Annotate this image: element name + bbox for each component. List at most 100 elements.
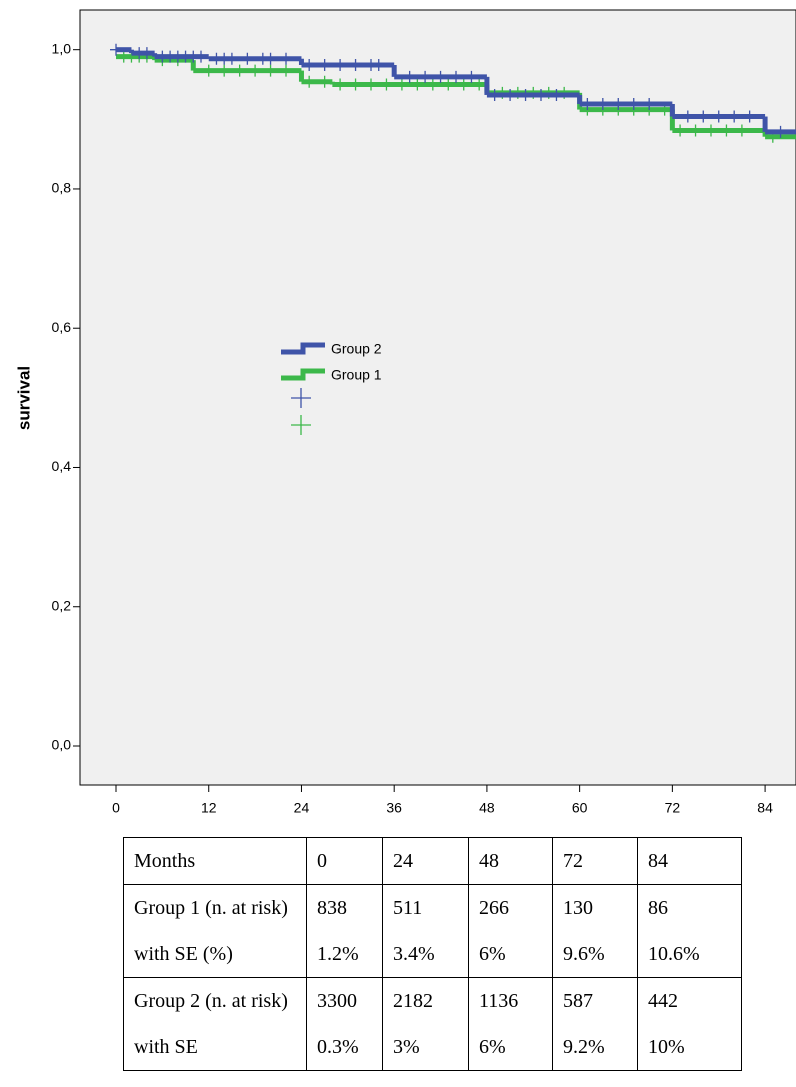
censor-mark: [705, 124, 718, 137]
x-tick-label: 72: [665, 800, 681, 816]
censor-mark: [488, 88, 501, 101]
censor-mark: [349, 59, 362, 72]
censor-mark: [349, 78, 362, 91]
x-tick-label: 36: [386, 800, 402, 816]
table-cell: 72: [552, 837, 638, 885]
censor-mark: [689, 124, 702, 137]
censor-mark: [450, 70, 463, 83]
censor-mark: [303, 59, 316, 72]
table-cell: 84: [637, 837, 742, 885]
censor-mark: [550, 88, 563, 101]
censor-mark: [720, 124, 733, 137]
censor-mark: [218, 64, 231, 77]
table-cell: 442: [637, 977, 742, 1024]
censor-mark: [195, 50, 208, 63]
censor-mark: [318, 59, 331, 72]
table-cell: 0: [306, 837, 383, 885]
table-cell: 838: [306, 884, 383, 931]
table-cell: 1.2%: [306, 931, 383, 978]
legend-censor: [291, 388, 311, 408]
censor-mark: [426, 78, 439, 91]
survival-curve: [110, 43, 796, 138]
censor-mark: [674, 124, 687, 137]
y-tick-label: 0,4: [52, 458, 72, 474]
table-row: with SE 0.3% 3% 6% 9.2% 10%: [123, 1024, 742, 1071]
censor-mark: [504, 88, 517, 101]
censor-mark: [774, 125, 787, 138]
table-cell: 3.4%: [382, 931, 469, 978]
table-row: Group 2 (n. at risk) 3300 2182 1136 587 442: [123, 977, 742, 1024]
censor-mark: [241, 52, 254, 65]
table-cell: 86: [637, 884, 742, 931]
table-cell: 0.3%: [306, 1024, 383, 1071]
y-axis-label: survival: [14, 366, 33, 430]
censor-mark: [372, 59, 385, 72]
table-cell: 511: [382, 884, 469, 931]
table-cell: 266: [468, 884, 553, 931]
censor-mark: [411, 78, 424, 91]
x-tick-label: 0: [112, 800, 120, 816]
table-row: Months 0 24 48 72 84: [123, 837, 742, 885]
censor-mark: [318, 75, 331, 88]
x-tick-label: 24: [294, 800, 310, 816]
legend: Group 2 Group 1: [281, 341, 382, 435]
censor-mark: [365, 78, 378, 91]
censor-mark: [743, 110, 756, 123]
censor-mark: [643, 98, 656, 111]
y-tick-label: 0,2: [52, 597, 72, 613]
table-cell: 48: [468, 837, 553, 885]
table-cell: 9.6%: [552, 931, 638, 978]
censor-mark: [434, 70, 447, 83]
x-tick-label: 48: [479, 800, 495, 816]
censor-mark: [612, 98, 625, 111]
table-cell: 130: [552, 884, 638, 931]
table-row: Group 1 (n. at risk) 838 511 266 130 86: [123, 884, 742, 931]
table-cell: 3%: [382, 1024, 469, 1071]
table-cell: Months: [123, 837, 307, 885]
risk-table: Months 0 24 48 72 84 Group 1 (n. at risk) 838 51…: [123, 837, 742, 1071]
table-cell: 6%: [468, 1024, 553, 1071]
table-cell: Group 1 (n. at risk): [123, 884, 307, 931]
table-cell: 587: [552, 977, 638, 1024]
chart: survival Group 2 Group 1 0,0 0,2 0,4 0,6 0,8…: [14, 9, 796, 816]
y-tick-label: 0,8: [52, 180, 72, 196]
table-cell: Group 2 (n. at risk): [123, 977, 307, 1024]
censor-mark: [627, 98, 640, 111]
censor-mark: [697, 110, 710, 123]
censor-mark: [735, 124, 748, 137]
censor-mark: [225, 52, 238, 65]
censor-mark: [110, 43, 123, 56]
censor-mark: [280, 64, 293, 77]
censor-mark: [380, 78, 393, 91]
censor-mark: [233, 64, 246, 77]
legend-censor: [291, 415, 311, 435]
table-cell: 6%: [468, 931, 553, 978]
table-cell: 9.2%: [552, 1024, 638, 1071]
censor-mark: [596, 98, 609, 111]
legend-swatch: [281, 342, 325, 355]
censor-mark: [264, 64, 277, 77]
censor-mark: [681, 110, 694, 123]
legend-label: Group 2: [331, 341, 382, 357]
x-tick-label: 84: [757, 800, 773, 816]
table-cell: 1136: [468, 977, 553, 1024]
censor-mark: [303, 75, 316, 88]
table-cell: 10%: [637, 1024, 742, 1071]
table-cell: 3300: [306, 977, 383, 1024]
censor-mark: [264, 52, 277, 65]
censor-mark: [519, 88, 532, 101]
table-cell: 24: [382, 837, 469, 885]
censor-mark: [419, 70, 432, 83]
legend-label: Group 1: [331, 367, 382, 383]
censor-mark: [334, 59, 347, 72]
table-cell: with SE (%): [123, 931, 307, 978]
table-row: with SE (%) 1.2% 3.4% 6% 9.6% 10.6%: [123, 931, 742, 978]
censor-mark: [473, 78, 486, 91]
plot-area: [79, 9, 796, 786]
censor-mark: [202, 64, 215, 77]
censor-mark: [457, 78, 470, 91]
censor-mark: [465, 70, 478, 83]
censor-mark: [140, 47, 153, 60]
censor-mark: [712, 110, 725, 123]
y-tick-label: 0,6: [52, 319, 72, 335]
